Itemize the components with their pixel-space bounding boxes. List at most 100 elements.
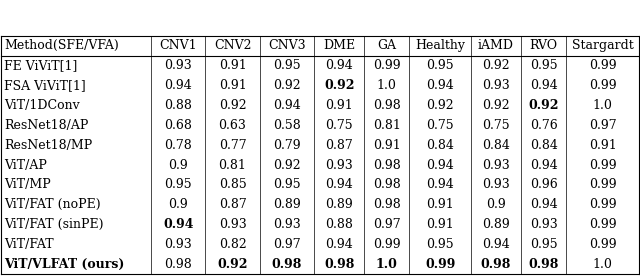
- Text: 0.58: 0.58: [273, 119, 301, 132]
- Text: 0.76: 0.76: [530, 119, 557, 132]
- Text: 0.79: 0.79: [273, 139, 301, 152]
- Text: 0.99: 0.99: [589, 218, 616, 231]
- Text: ViT/VLFAT (ours): ViT/VLFAT (ours): [4, 258, 125, 271]
- Text: ViT/FAT (sinPE): ViT/FAT (sinPE): [4, 218, 104, 231]
- Text: 0.87: 0.87: [219, 198, 246, 211]
- Text: iAMD: iAMD: [478, 39, 514, 52]
- Text: 0.95: 0.95: [426, 59, 454, 72]
- Text: 0.98: 0.98: [272, 258, 302, 271]
- Text: 0.95: 0.95: [530, 238, 557, 251]
- Text: 0.98: 0.98: [164, 258, 192, 271]
- Text: 0.93: 0.93: [482, 178, 509, 191]
- Text: 0.68: 0.68: [164, 119, 192, 132]
- Text: 0.99: 0.99: [589, 158, 616, 171]
- Text: 0.94: 0.94: [325, 238, 353, 251]
- Text: 0.75: 0.75: [325, 119, 353, 132]
- Text: 0.93: 0.93: [482, 158, 509, 171]
- Text: 0.98: 0.98: [373, 178, 401, 191]
- Text: 0.97: 0.97: [273, 238, 301, 251]
- Text: 0.99: 0.99: [589, 238, 616, 251]
- Text: 0.94: 0.94: [426, 158, 454, 171]
- Text: 0.99: 0.99: [373, 238, 401, 251]
- Text: 0.88: 0.88: [164, 99, 192, 112]
- Text: CNV3: CNV3: [268, 39, 306, 52]
- Text: 0.84: 0.84: [426, 139, 454, 152]
- Text: 1.0: 1.0: [377, 79, 397, 92]
- Text: ViT/MP: ViT/MP: [4, 178, 51, 191]
- Text: 0.75: 0.75: [426, 119, 454, 132]
- Text: 0.93: 0.93: [164, 238, 192, 251]
- Text: 1.0: 1.0: [593, 258, 612, 271]
- Text: 0.87: 0.87: [325, 139, 353, 152]
- Text: 0.91: 0.91: [325, 99, 353, 112]
- Text: 0.84: 0.84: [530, 139, 557, 152]
- Text: 0.91: 0.91: [373, 139, 401, 152]
- Text: 0.91: 0.91: [219, 59, 246, 72]
- Text: 0.94: 0.94: [426, 178, 454, 191]
- Text: 0.93: 0.93: [164, 59, 192, 72]
- Text: FSA ViViT[1]: FSA ViViT[1]: [4, 79, 86, 92]
- Text: 0.98: 0.98: [324, 258, 355, 271]
- Text: 0.97: 0.97: [373, 218, 401, 231]
- Text: 0.99: 0.99: [589, 178, 616, 191]
- Text: ViT/1DConv: ViT/1DConv: [4, 99, 80, 112]
- Text: GA: GA: [378, 39, 396, 52]
- Text: DME: DME: [323, 39, 355, 52]
- Text: 0.98: 0.98: [373, 99, 401, 112]
- Text: 0.9: 0.9: [486, 198, 506, 211]
- Text: 0.93: 0.93: [325, 158, 353, 171]
- Text: 0.63: 0.63: [219, 119, 246, 132]
- Text: 0.94: 0.94: [482, 238, 509, 251]
- Text: ViT/FAT (noPE): ViT/FAT (noPE): [4, 198, 101, 211]
- Text: 0.92: 0.92: [273, 158, 301, 171]
- Text: 0.92: 0.92: [426, 99, 454, 112]
- Text: 0.98: 0.98: [529, 258, 559, 271]
- Text: CNV2: CNV2: [214, 39, 252, 52]
- Text: 0.96: 0.96: [530, 178, 557, 191]
- Text: 0.99: 0.99: [589, 59, 616, 72]
- Text: 0.98: 0.98: [373, 158, 401, 171]
- Text: 0.77: 0.77: [219, 139, 246, 152]
- Text: 0.93: 0.93: [530, 218, 557, 231]
- Text: 1.0: 1.0: [593, 99, 612, 112]
- Text: 0.98: 0.98: [373, 198, 401, 211]
- Text: 0.91: 0.91: [426, 218, 454, 231]
- Text: 0.94: 0.94: [163, 218, 193, 231]
- Text: 0.99: 0.99: [589, 79, 616, 92]
- Text: ViT/FAT: ViT/FAT: [4, 238, 54, 251]
- Text: 0.93: 0.93: [482, 79, 509, 92]
- Text: 0.94: 0.94: [530, 79, 557, 92]
- Text: 0.93: 0.93: [219, 218, 246, 231]
- Text: 0.81: 0.81: [219, 158, 246, 171]
- Text: 0.99: 0.99: [373, 59, 401, 72]
- Text: 0.89: 0.89: [325, 198, 353, 211]
- Text: 0.92: 0.92: [529, 99, 559, 112]
- Text: 0.85: 0.85: [219, 178, 246, 191]
- Text: 0.97: 0.97: [589, 119, 616, 132]
- Text: 0.95: 0.95: [530, 59, 557, 72]
- Text: CNV1: CNV1: [159, 39, 197, 52]
- Text: ResNet18/AP: ResNet18/AP: [4, 119, 89, 132]
- Text: 0.92: 0.92: [219, 99, 246, 112]
- Text: 0.94: 0.94: [530, 158, 557, 171]
- Text: ResNet18/MP: ResNet18/MP: [4, 139, 93, 152]
- Text: Method(SFE/VFA): Method(SFE/VFA): [4, 39, 119, 52]
- Text: Stargardt: Stargardt: [572, 39, 634, 52]
- Text: 0.75: 0.75: [482, 119, 509, 132]
- Text: 0.94: 0.94: [530, 198, 557, 211]
- Text: 0.88: 0.88: [325, 218, 353, 231]
- Text: FE ViViT[1]: FE ViViT[1]: [4, 59, 78, 72]
- Text: 0.9: 0.9: [168, 198, 188, 211]
- Text: ViT/AP: ViT/AP: [4, 158, 47, 171]
- Text: 0.92: 0.92: [273, 79, 301, 92]
- Text: 0.99: 0.99: [589, 198, 616, 211]
- Text: 0.95: 0.95: [273, 59, 301, 72]
- Text: 1.0: 1.0: [376, 258, 398, 271]
- Text: 0.78: 0.78: [164, 139, 192, 152]
- Text: 0.91: 0.91: [589, 139, 617, 152]
- Text: 0.92: 0.92: [482, 99, 509, 112]
- Text: 0.94: 0.94: [164, 79, 192, 92]
- Text: 0.81: 0.81: [373, 119, 401, 132]
- Text: 0.82: 0.82: [219, 238, 246, 251]
- Text: 0.84: 0.84: [482, 139, 510, 152]
